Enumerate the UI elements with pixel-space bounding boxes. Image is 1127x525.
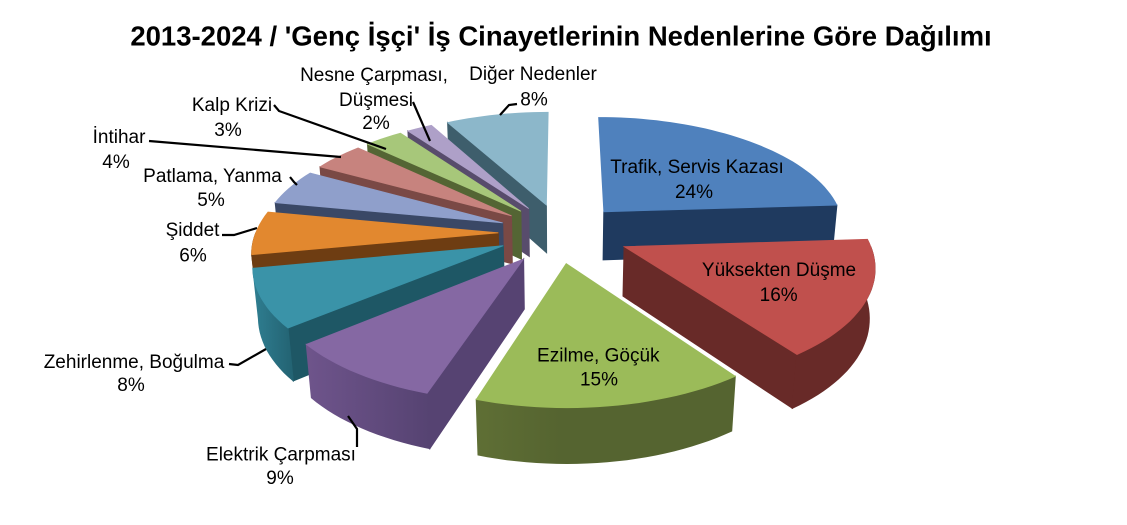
svg-text:5%: 5%: [197, 190, 225, 211]
svg-text:Düşmesi: Düşmesi: [339, 90, 413, 111]
svg-text:16%: 16%: [760, 285, 798, 306]
svg-text:6%: 6%: [179, 246, 207, 267]
svg-text:15%: 15%: [580, 370, 618, 391]
svg-text:2%: 2%: [362, 113, 390, 134]
svg-text:4%: 4%: [102, 152, 130, 173]
svg-text:Patlama, Yanma: Patlama, Yanma: [143, 166, 282, 187]
svg-text:2013-2024 / 'Genç İşçi' İş Cin: 2013-2024 / 'Genç İşçi' İş Cinayetlerini…: [130, 21, 991, 52]
svg-text:Elektrik Çarpması: Elektrik Çarpması: [206, 445, 356, 466]
svg-text:9%: 9%: [266, 468, 294, 489]
svg-text:İntihar: İntihar: [93, 127, 146, 148]
svg-text:Ezilme, Göçük: Ezilme, Göçük: [537, 346, 660, 367]
svg-text:Kalp Krizi: Kalp Krizi: [192, 95, 272, 116]
svg-text:Nesne Çarpması,: Nesne Çarpması,: [300, 65, 448, 86]
svg-text:24%: 24%: [675, 182, 713, 203]
svg-text:8%: 8%: [117, 375, 145, 396]
svg-text:3%: 3%: [214, 120, 242, 141]
svg-text:Zehirlenme, Boğulma: Zehirlenme, Boğulma: [44, 352, 225, 373]
svg-text:Trafik, Servis Kazası: Trafik, Servis Kazası: [610, 157, 784, 178]
svg-text:Yüksekten Düşme: Yüksekten Düşme: [702, 260, 856, 281]
svg-text:Diğer Nedenler: Diğer Nedenler: [469, 64, 597, 85]
svg-text:8%: 8%: [520, 90, 548, 111]
svg-text:Şiddet: Şiddet: [166, 220, 221, 241]
